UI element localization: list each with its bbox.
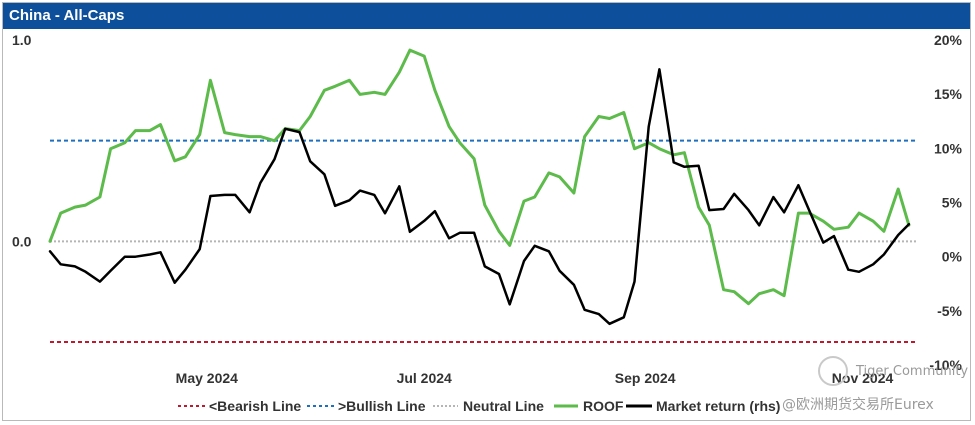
chart-title: China - All-Caps [9,7,125,24]
y-left-tick-label: 1.0 [12,32,32,48]
market-return-series-line [48,68,911,326]
y-right-tick-label: -10% [929,357,962,373]
series-layer [48,48,911,326]
reference-lines [50,139,916,343]
legend-label-roof: ROOF [583,398,624,414]
y-right-tick-label: 0% [942,249,963,265]
x-tick-label: Jul 2024 [397,370,452,386]
legend-label-market: Market return (rhs) [656,398,780,414]
x-axis: May 2024 Jul 2024 Sep 2024 Nov 2024 [176,370,894,386]
legend-label-neutral: Neutral Line [463,398,544,414]
watermark-logo-icon [818,356,848,386]
y-right-tick-label: -5% [937,303,962,319]
roof-series-line [48,48,911,306]
left-axis: 1.0 0.0 [12,32,32,249]
y-right-tick-label: 20% [934,32,963,48]
legend: <Bearish Line >Bullish Line Neutral Line RO… [178,398,780,414]
right-axis: 20% 15% 10% 5% 0% -5% -10% [929,32,962,373]
legend-label-bullish: >Bullish Line [338,398,426,414]
watermark-source: @欧洲期货交易所Eurex [782,397,934,413]
x-tick-label: May 2024 [176,370,238,386]
watermark-community: Tiger Community [856,364,969,379]
y-right-tick-label: 15% [934,86,963,102]
y-left-tick-label: 0.0 [12,233,32,249]
x-tick-label: Sep 2024 [615,370,676,386]
title-bar: China - All-Caps [3,3,970,29]
y-right-tick-label: 5% [942,195,963,211]
legend-label-bearish: <Bearish Line [209,398,301,414]
y-right-tick-label: 10% [934,140,963,156]
